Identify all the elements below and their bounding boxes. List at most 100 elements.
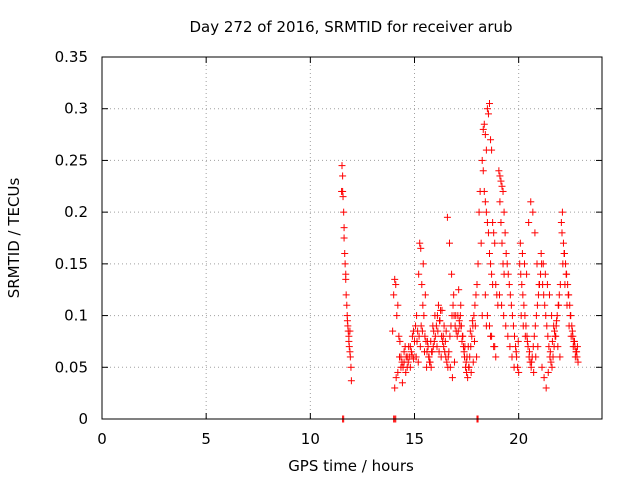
data-point <box>341 260 349 268</box>
data-point <box>571 337 578 345</box>
data-point <box>396 337 404 345</box>
data-point <box>465 363 473 371</box>
data-point <box>541 270 549 278</box>
plot-frame <box>101 56 603 420</box>
data-point <box>555 301 563 309</box>
data-point <box>546 348 554 356</box>
data-point <box>343 317 351 325</box>
data-point <box>461 343 469 351</box>
data-point <box>443 358 451 366</box>
data-point <box>550 322 558 330</box>
data-point <box>413 337 421 345</box>
data-point <box>515 368 523 376</box>
data-point <box>564 291 572 299</box>
data-point <box>508 353 516 361</box>
data-point <box>340 208 348 216</box>
y-tick-label: 0.1 <box>64 307 88 325</box>
data-points <box>338 100 582 423</box>
data-point <box>443 213 451 221</box>
data-point <box>552 332 560 340</box>
data-point <box>548 312 556 320</box>
data-point <box>497 218 505 226</box>
data-point <box>446 363 454 371</box>
data-point <box>405 343 413 351</box>
data-point <box>488 146 496 154</box>
data-point <box>502 250 510 258</box>
data-point <box>415 270 423 278</box>
data-point <box>498 301 506 309</box>
data-point <box>486 250 493 258</box>
data-point <box>479 125 487 133</box>
x-tick-label: 10 <box>301 430 320 448</box>
data-point <box>458 337 466 345</box>
data-point <box>434 301 442 309</box>
x-tick-label: 5 <box>201 430 211 448</box>
data-point <box>481 131 489 139</box>
data-point <box>483 105 491 113</box>
data-point <box>440 343 448 351</box>
data-point <box>444 353 452 361</box>
data-point <box>418 281 426 289</box>
data-point <box>495 167 503 175</box>
data-point <box>507 301 515 309</box>
data-point <box>523 337 531 345</box>
y-tick-labels: 0 0.05 0.1 0.15 0.2 0.25 0.3 0.35 <box>55 48 88 428</box>
data-point <box>502 322 510 330</box>
data-point <box>543 322 551 330</box>
data-point <box>557 218 565 226</box>
data-point <box>487 260 495 268</box>
data-point <box>418 327 426 335</box>
data-point <box>393 312 401 320</box>
data-point <box>464 374 472 382</box>
y-tick-label: 0.2 <box>64 203 88 221</box>
data-point <box>406 363 414 371</box>
data-point <box>478 156 486 164</box>
data-point <box>530 332 538 340</box>
data-point <box>501 229 509 237</box>
data-point <box>560 250 568 258</box>
data-point <box>389 327 397 335</box>
data-point <box>420 312 428 320</box>
data-point <box>506 343 514 351</box>
data-point <box>414 358 422 366</box>
data-point <box>558 208 566 216</box>
data-point <box>425 353 433 361</box>
data-point <box>433 343 441 351</box>
tick-layer <box>101 56 602 420</box>
data-point <box>471 322 479 330</box>
data-point <box>496 198 504 206</box>
data-point <box>492 353 500 361</box>
data-point <box>402 368 410 376</box>
data-point <box>558 229 566 237</box>
data-point <box>499 187 507 195</box>
data-point <box>539 260 547 268</box>
data-point <box>521 332 529 340</box>
data-point <box>473 281 481 289</box>
data-point <box>526 348 533 356</box>
data-point <box>528 358 536 366</box>
data-point <box>518 281 526 289</box>
data-point <box>398 379 406 387</box>
data-point <box>514 337 522 345</box>
data-point <box>474 260 482 268</box>
data-point <box>531 229 539 237</box>
data-point <box>423 337 431 345</box>
y-tick-label: 0.35 <box>55 48 88 66</box>
data-point <box>436 317 444 325</box>
data-point <box>478 312 486 320</box>
data-point <box>541 301 549 309</box>
data-point <box>546 291 553 299</box>
data-point <box>544 332 552 340</box>
data-point <box>463 353 471 361</box>
data-point <box>454 327 462 335</box>
data-point <box>567 332 575 340</box>
x-tick-labels: 0 5 10 15 20 <box>97 430 528 448</box>
data-point <box>565 322 573 330</box>
data-point <box>517 312 525 320</box>
data-point <box>457 301 465 309</box>
data-point <box>510 363 518 371</box>
data-point <box>504 332 512 340</box>
data-point <box>448 374 456 382</box>
data-point <box>445 348 453 356</box>
data-point <box>437 353 445 361</box>
